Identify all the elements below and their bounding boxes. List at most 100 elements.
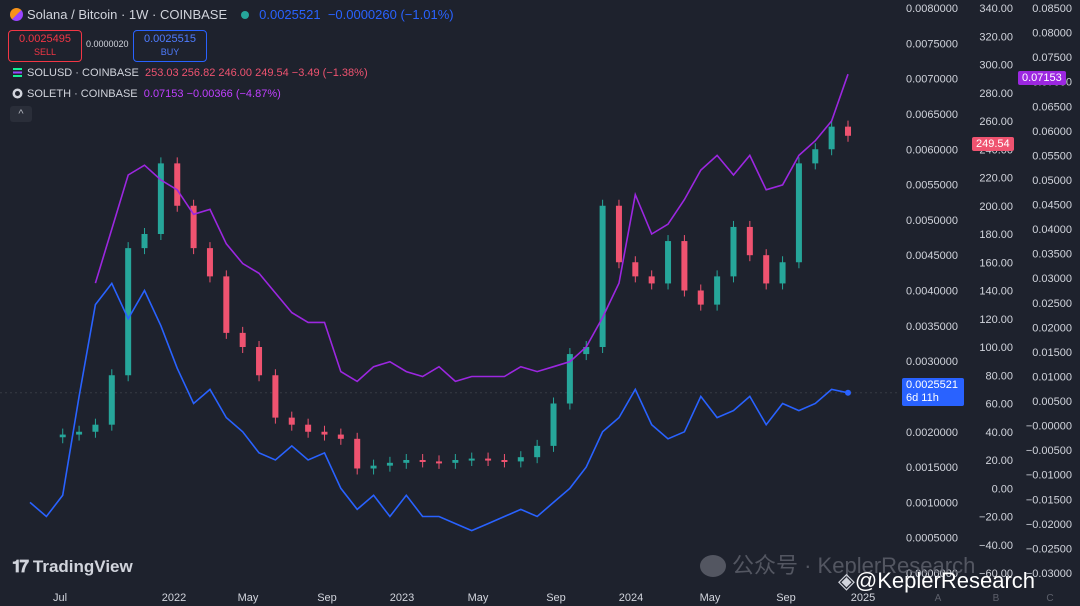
- soleth-series-line: [94, 73, 849, 383]
- solbtc-tick-label: 0.0060000: [906, 144, 958, 156]
- candle-body: [714, 276, 721, 305]
- candle-body: [370, 465, 377, 469]
- solbtc-tick-label: 0.0055000: [906, 180, 958, 192]
- soleth-tick-label: 0.07500: [1032, 52, 1072, 64]
- soleth-tick-label: 0.02000: [1032, 322, 1072, 334]
- candle-body: [599, 205, 606, 347]
- solusd-tick-label: 220.00: [979, 173, 1013, 185]
- symbol-title[interactable]: Solana / Bitcoin · 1W · COINBASE 0.002552…: [10, 7, 454, 22]
- sell-price: 0.0025495: [19, 33, 71, 45]
- x-tick-label-extra: A: [935, 593, 942, 604]
- candle-body: [828, 126, 835, 150]
- soleth-tick-label: 0.03000: [1032, 273, 1072, 285]
- spread-value: 0.0000020: [86, 39, 129, 49]
- collapse-legend-button[interactable]: ^: [10, 106, 32, 122]
- candle-body: [845, 126, 851, 136]
- candle-body: [108, 375, 115, 425]
- solusd-tick-label: 100.00: [979, 342, 1013, 354]
- candle-body: [746, 226, 753, 256]
- candle-body: [59, 434, 66, 438]
- header-price: 0.0025521: [259, 7, 321, 22]
- solbtc-tick-label: 0.0065000: [906, 109, 958, 121]
- sell-button[interactable]: 0.0025495 SELL: [8, 30, 82, 62]
- solbtc-tick-label: 0.0030000: [906, 356, 958, 368]
- solbtc-tick-label: 0.0075000: [906, 38, 958, 50]
- solusd-tick-label: 260.00: [979, 116, 1013, 128]
- x-tick-label: May: [238, 592, 259, 604]
- solusd-tick-label: 140.00: [979, 286, 1013, 298]
- soleth-tick-label: 0.06000: [1032, 126, 1072, 138]
- candle-body: [648, 276, 655, 284]
- tradingview-mark-icon: 𝟏𝟕: [12, 557, 29, 577]
- soleth-tick-label: 0.05500: [1032, 150, 1072, 162]
- solusd-tick-label: 0.00: [992, 483, 1013, 495]
- legend-soleth-values: 0.07153 −0.00366 (−4.87%): [143, 88, 281, 100]
- candle-body: [566, 354, 573, 404]
- solana-icon: [12, 67, 23, 78]
- soleth-tick-label: 0.03500: [1032, 249, 1072, 261]
- x-tick-label: 2023: [390, 592, 414, 604]
- tradingview-logo[interactable]: 𝟏𝟕 TradingView: [12, 557, 133, 577]
- solusd-tick-label: 300.00: [979, 60, 1013, 72]
- candle-body: [583, 347, 590, 355]
- candle-body: [190, 205, 197, 249]
- candle-body: [256, 347, 263, 376]
- x-tick-label-extra: C: [1046, 593, 1053, 604]
- soleth-tick-label: −0.01000: [1026, 470, 1072, 482]
- solusd-tick-label: 340.00: [979, 3, 1013, 15]
- solusd-tick-label: 160.00: [979, 257, 1013, 269]
- soleth-tick-label: −0.02000: [1026, 519, 1072, 531]
- candle-body: [501, 460, 508, 462]
- x-tick-label: Sep: [317, 592, 337, 604]
- x-tick-label: Sep: [776, 592, 796, 604]
- x-tick-label: 2025: [851, 592, 875, 604]
- legend-solusd[interactable]: SOLUSD · COINBASE 253.03 256.82 246.00 2…: [12, 67, 368, 79]
- x-tick-label: Jul: [53, 592, 67, 604]
- solusd-tick-label: −60.00: [979, 568, 1013, 580]
- sell-label: SELL: [33, 47, 57, 57]
- solusd-tick-label: 180.00: [979, 229, 1013, 241]
- x-tick-label: May: [700, 592, 721, 604]
- buy-label: BUY: [160, 47, 180, 57]
- solbtc-tick-label: 0.0040000: [906, 286, 958, 298]
- solusd-tick-label: 20.00: [985, 455, 1013, 467]
- solbtc-series-line: [29, 281, 849, 532]
- solbtc-last-badge: 0.0025521 6d 11h: [902, 378, 964, 406]
- candle-body: [174, 163, 181, 206]
- header-change: −0.0000260 (−1.01%): [327, 7, 454, 22]
- wechat-icon: [700, 555, 726, 577]
- candle-body: [403, 460, 410, 463]
- candle-body: [632, 262, 639, 277]
- candle-body: [436, 461, 442, 464]
- watermark-text: 公众号 · KeplerResearch: [732, 553, 976, 578]
- candle-body: [288, 417, 295, 425]
- solana-logo-icon: [10, 8, 23, 21]
- solusd-tick-label: 80.00: [985, 370, 1013, 382]
- legend-solusd-name: SOLUSD · COINBASE: [27, 67, 139, 79]
- legend-solusd-values: 253.03 256.82 246.00 249.54 −3.49 (−1.38…: [144, 67, 368, 79]
- buy-button[interactable]: 0.0025515 BUY: [133, 30, 207, 62]
- solbtc-tick-label: 0.0000000: [906, 568, 958, 580]
- solusd-tick-label: 200.00: [979, 201, 1013, 213]
- x-tick-label: Sep: [546, 592, 566, 604]
- legend-soleth[interactable]: SOLETH · COINBASE 0.07153 −0.00366 (−4.8…: [12, 88, 281, 100]
- candle-body: [386, 462, 393, 466]
- author-handle: ◈@KeplerResearch: [838, 568, 1035, 594]
- solbtc-last-price: 0.0025521: [906, 379, 958, 391]
- soleth-tick-label: 0.05000: [1032, 175, 1072, 187]
- solbtc-tick-label: 0.0010000: [906, 497, 958, 509]
- candle-body: [615, 205, 622, 263]
- candle-body: [697, 290, 704, 305]
- soleth-tick-label: 0.01000: [1032, 371, 1072, 383]
- soleth-last-badge: 0.07153: [1018, 71, 1066, 85]
- candle-body: [681, 241, 688, 291]
- candle-body: [76, 431, 83, 435]
- soleth-tick-label: 0.08000: [1032, 28, 1072, 40]
- candle-body: [779, 262, 786, 284]
- candle-body: [157, 163, 164, 234]
- solbtc-tick-label: 0.0050000: [906, 215, 958, 227]
- soleth-tick-label: −0.00000: [1026, 421, 1072, 433]
- symbol-title-text: Solana / Bitcoin · 1W · COINBASE: [27, 7, 228, 22]
- candle-body: [534, 445, 541, 458]
